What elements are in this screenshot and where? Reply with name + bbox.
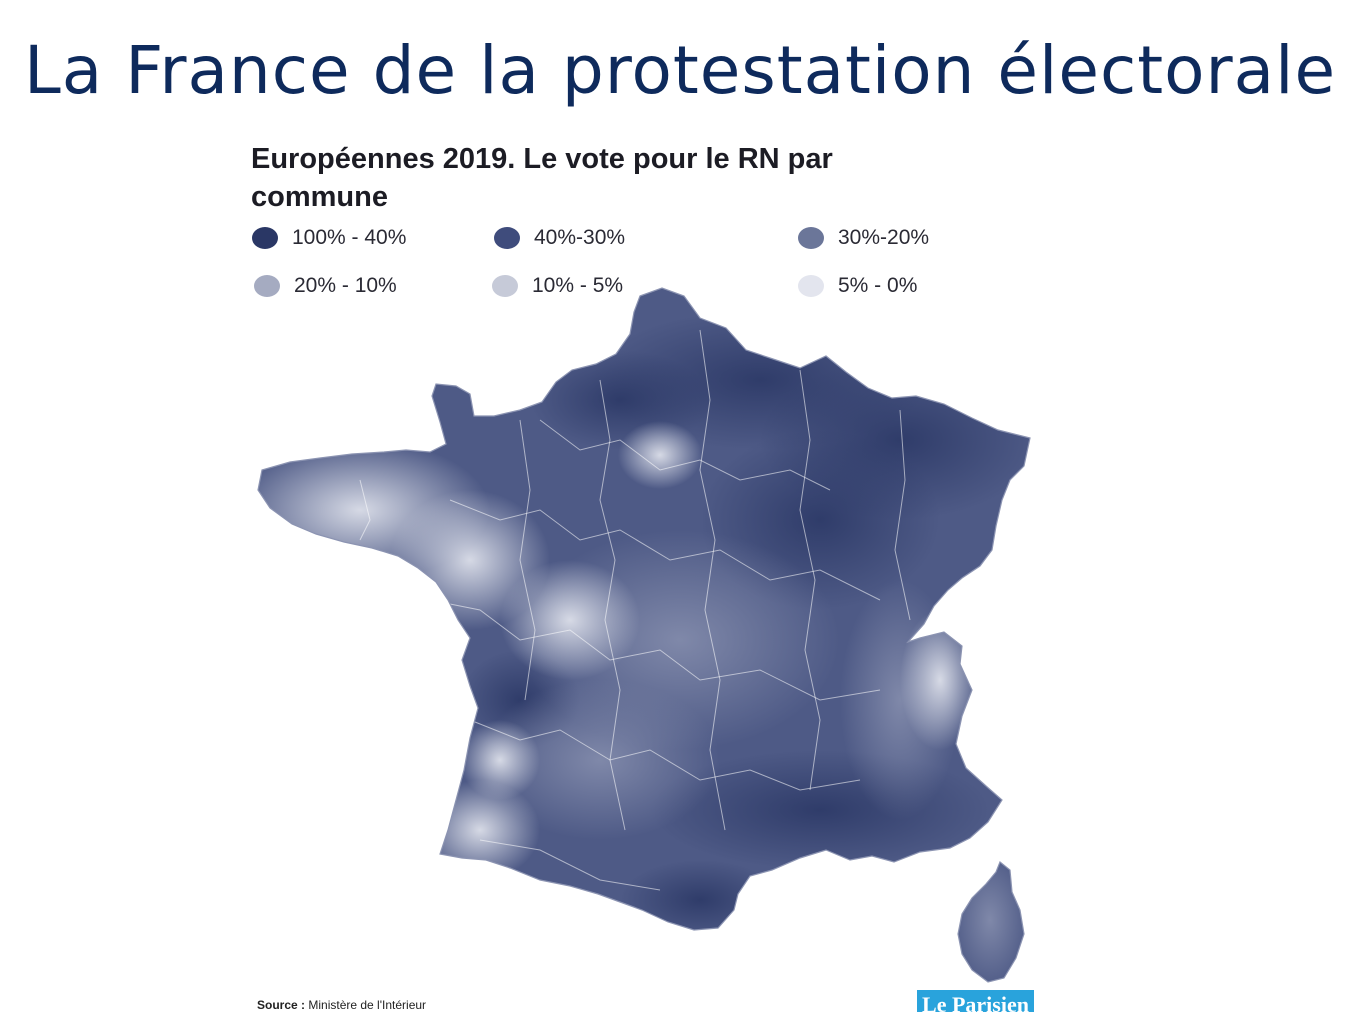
legend-label: 5% - 0% <box>838 274 918 297</box>
france-map-svg <box>257 287 1031 983</box>
legend-swatch <box>798 227 824 249</box>
legend-swatch <box>494 227 520 249</box>
map-legend: 100% - 40% 40%-30% 30%-20% 20% - 10% 10%… <box>252 224 972 304</box>
legend-label: 40%-30% <box>534 226 626 249</box>
legend-swatch <box>492 275 518 297</box>
map-title: Européennes 2019. Le vote pour le RN par… <box>251 143 833 213</box>
map-shading <box>258 288 1030 982</box>
legend-item-100-40: 100% - 40% <box>252 224 406 252</box>
source-label: Source : <box>257 998 306 1012</box>
legend-item-30-20: 30%-20% <box>798 224 929 252</box>
legend-label: 10% - 5% <box>532 274 624 297</box>
legend-item-5-0: 5% - 0% <box>798 272 917 300</box>
department-borders <box>359 329 911 891</box>
legend-label: 100% - 40% <box>292 226 407 249</box>
legend-item-40-30: 40%-30% <box>494 224 625 252</box>
legend-swatch <box>252 227 278 249</box>
legend-swatch <box>254 275 280 297</box>
choropleth-map <box>250 280 1050 1000</box>
le-parisien-logo: Le Parisien <box>917 990 1034 1012</box>
legend-swatch <box>798 275 824 297</box>
legend-label: 20% - 10% <box>294 274 397 297</box>
legend-item-10-5: 10% - 5% <box>492 272 623 300</box>
source-note: Source : Ministère de l'Intérieur <box>257 998 426 1012</box>
legend-label: 30%-20% <box>838 226 930 249</box>
slide-title: La France de la protestation électorale <box>24 32 1337 109</box>
legend-item-20-10: 20% - 10% <box>254 272 397 300</box>
source-text: Ministère de l'Intérieur <box>308 998 427 1012</box>
